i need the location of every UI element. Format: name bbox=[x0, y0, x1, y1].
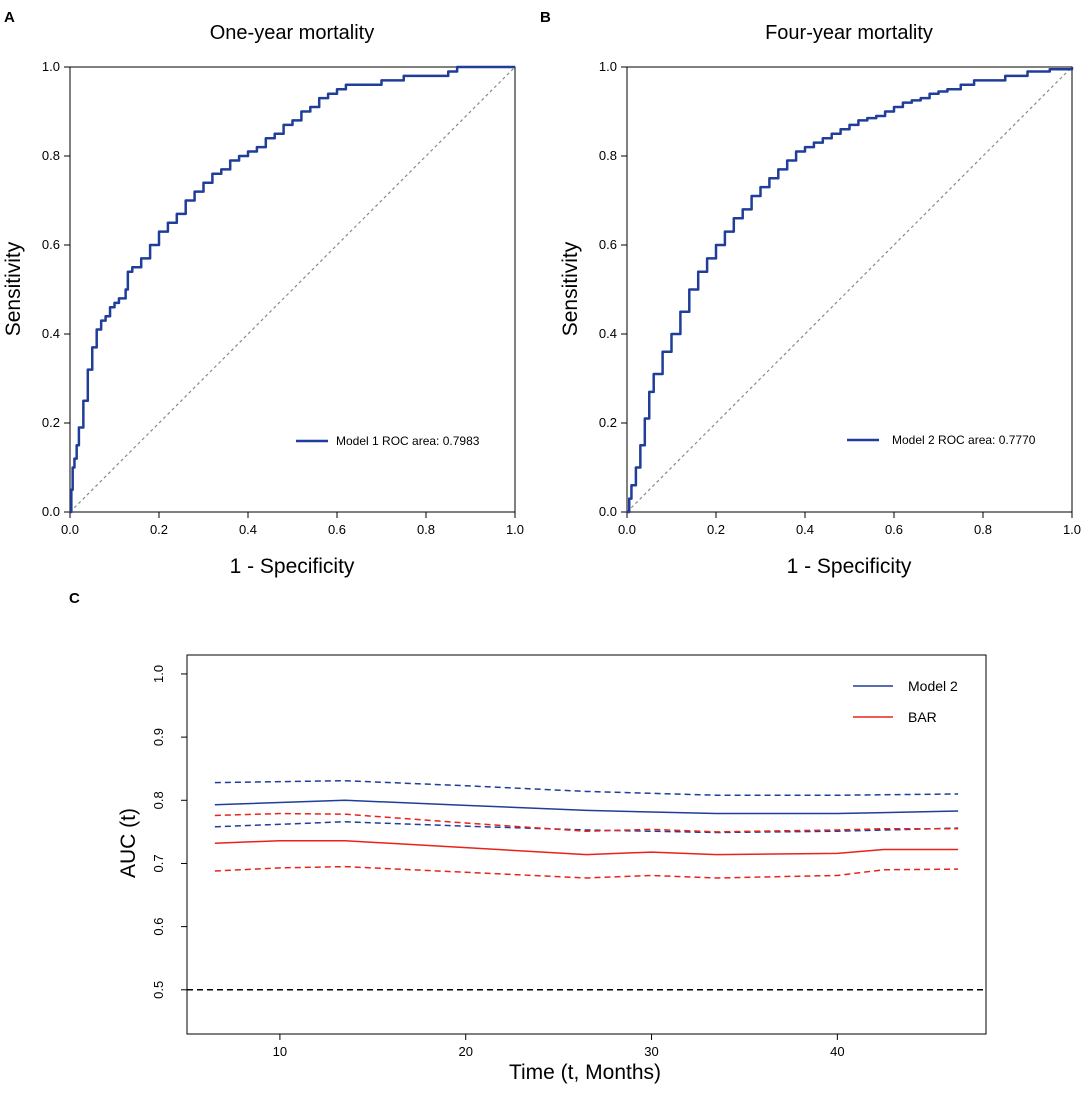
panel-c-x-tick-label: 20 bbox=[458, 1044, 472, 1059]
panel-c-y-tick-label: 0.8 bbox=[151, 791, 166, 809]
panel-a-marks bbox=[69, 65, 516, 514]
panel-c-series-bar-lower-ci bbox=[214, 865, 959, 879]
panel-b-x-axis-label: 1 - Specificity bbox=[787, 555, 912, 578]
panel-a-legend: Model 1 ROC area: 0.7983 bbox=[296, 434, 480, 448]
panel-b: B Four-year mortality 1 - Specificity Se… bbox=[540, 9, 1081, 578]
panel-c-x-tick-label: 40 bbox=[830, 1044, 844, 1059]
panel-a-letter: A bbox=[4, 9, 15, 26]
panel-b-x-tick-label: 0.6 bbox=[885, 522, 903, 537]
panel-c-y-tick-label: 0.5 bbox=[151, 981, 166, 999]
panel-b-series-reference-line bbox=[626, 66, 1073, 513]
panel-c-ticks: 10 20 30 40 0.5 0.6 0.7 0.8 0.9 1.0 bbox=[151, 665, 845, 1059]
panel-b-y-tick-label: 0.0 bbox=[599, 504, 617, 519]
panel-a-y-tick-label: 0.6 bbox=[42, 237, 60, 252]
panel-c-series-bar-upper-ci bbox=[214, 812, 959, 833]
panel-a-series-reference-line bbox=[69, 66, 516, 513]
panel-b-y-tick-label: 0.6 bbox=[599, 237, 617, 252]
panel-a-x-tick-label: 0.2 bbox=[150, 522, 168, 537]
panel-b-ticks: 0.0 0.2 0.4 0.6 0.8 1.0 0.0 0.2 0.4 0.6 0.8 1.0 bbox=[599, 59, 1081, 537]
panel-b-title: Four-year mortality bbox=[765, 22, 933, 44]
panel-a-y-tick-label: 0.4 bbox=[42, 326, 60, 341]
panel-b-letter: B bbox=[540, 9, 551, 26]
panel-a-y-tick-label: 1.0 bbox=[42, 59, 60, 74]
panel-c-marks bbox=[187, 779, 986, 991]
panel-c-y-axis-label: AUC (t) bbox=[117, 808, 140, 878]
panel-a-legend-label: Model 1 ROC area: 0.7983 bbox=[336, 434, 480, 448]
panel-b-y-tick-label: 0.8 bbox=[599, 148, 617, 163]
panel-a-x-tick-label: 0.6 bbox=[328, 522, 346, 537]
panel-a: A One-year mortality 1 - Specificity Sen… bbox=[2, 9, 524, 578]
panel-c-legend-label-bar: BAR bbox=[908, 709, 937, 725]
panel-b-x-tick-label: 0.2 bbox=[707, 522, 725, 537]
panel-a-x-tick-label: 0.4 bbox=[239, 522, 257, 537]
panel-b-x-tick-label: 0.0 bbox=[618, 522, 636, 537]
panel-b-y-tick-label: 0.4 bbox=[599, 326, 617, 341]
panel-c-legend-label-model-2: Model 2 bbox=[908, 678, 958, 694]
panel-b-y-tick-label: 0.2 bbox=[599, 415, 617, 430]
panel-b-x-tick-label: 0.8 bbox=[974, 522, 992, 537]
panel-c-series-bar bbox=[214, 839, 959, 856]
panel-c-series-model-2 bbox=[214, 799, 959, 815]
panel-c-series-model-2-lower-ci bbox=[214, 821, 959, 834]
panel-a-y-tick-label: 0.0 bbox=[42, 504, 60, 519]
panel-c-y-tick-label: 0.9 bbox=[151, 728, 166, 746]
panel-b-plot-frame bbox=[626, 66, 1073, 513]
panel-a-plot-frame bbox=[69, 66, 516, 513]
panel-b-y-tick-label: 1.0 bbox=[599, 59, 617, 74]
panel-b-legend: Model 2 ROC area: 0.7770 bbox=[847, 433, 1036, 447]
panel-a-x-tick-label: 0.8 bbox=[417, 522, 435, 537]
panel-a-y-tick-label: 0.2 bbox=[42, 415, 60, 430]
panel-c-y-tick-label: 1.0 bbox=[151, 665, 166, 683]
panel-a-x-tick-label: 0.0 bbox=[61, 522, 79, 537]
panel-b-series-model-2-roc-area-0-7770 bbox=[627, 67, 1074, 514]
panel-c-legend: Model 2 BAR bbox=[853, 678, 958, 725]
panel-b-marks bbox=[626, 66, 1074, 514]
panel-c-x-axis-label: Time (t, Months) bbox=[509, 1061, 661, 1084]
panel-c-letter: C bbox=[69, 590, 80, 607]
panel-b-x-tick-label: 1.0 bbox=[1063, 522, 1081, 537]
panel-a-title: One-year mortality bbox=[210, 22, 375, 44]
panel-c-series-model-2-upper-ci bbox=[214, 779, 959, 796]
panel-a-y-axis-label: Sensitivity bbox=[2, 241, 25, 336]
panel-c: C Time (t, Months) AUC (t) 10 20 30 40 0.5 0.… bbox=[69, 590, 987, 1084]
panel-c-y-tick-label: 0.6 bbox=[151, 918, 166, 936]
panel-c-y-tick-label: 0.7 bbox=[151, 854, 166, 872]
panel-a-ticks: 0.0 0.2 0.4 0.6 0.8 1.0 0.0 0.2 0.4 0.6 0.8 1.0 bbox=[42, 59, 524, 537]
panel-c-x-tick-label: 30 bbox=[644, 1044, 658, 1059]
panel-a-x-axis-label: 1 - Specificity bbox=[230, 555, 355, 578]
panel-a-y-tick-label: 0.8 bbox=[42, 148, 60, 163]
panel-c-plot-frame bbox=[186, 654, 987, 1035]
panel-a-series-model-1-roc-area-0-7983 bbox=[70, 65, 515, 514]
panel-b-y-axis-label: Sensitivity bbox=[559, 241, 582, 336]
panel-b-legend-label: Model 2 ROC area: 0.7770 bbox=[892, 433, 1036, 447]
panel-c-x-tick-label: 10 bbox=[273, 1044, 287, 1059]
panel-b-x-tick-label: 0.4 bbox=[796, 522, 814, 537]
panel-a-x-tick-label: 1.0 bbox=[506, 522, 524, 537]
